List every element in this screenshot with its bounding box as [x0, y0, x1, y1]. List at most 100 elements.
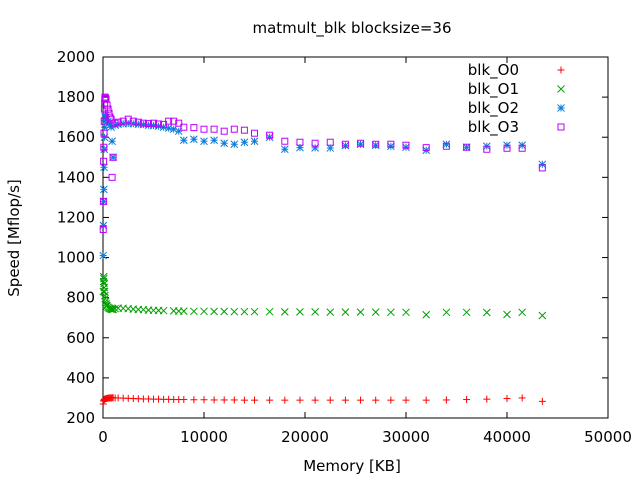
data-point: [170, 117, 178, 125]
data-point: [109, 305, 117, 314]
y-tick-label: 1600: [57, 128, 95, 146]
data-point: [518, 144, 526, 152]
data-point: [200, 125, 208, 133]
data-point: [240, 307, 249, 316]
data-point: [230, 396, 238, 404]
data-point: [538, 164, 546, 172]
data-point: [251, 129, 258, 137]
data-point: [250, 307, 259, 316]
data-point: [180, 396, 188, 404]
data-point: [442, 308, 451, 317]
data-point: [124, 115, 132, 123]
data-point: [100, 157, 108, 165]
data-point: [169, 125, 178, 134]
y-tick-label: 800: [66, 289, 95, 307]
data-point: [108, 173, 116, 181]
data-point: [101, 93, 109, 101]
data-point: [266, 131, 274, 139]
data-point: [266, 396, 274, 404]
y-tick-label: 600: [66, 329, 95, 347]
data-point: [119, 117, 127, 125]
data-point: [220, 396, 228, 404]
y-axis-ticks: 200 400 600 800 1000 1200 1400 1600 1800 2000: [57, 48, 608, 427]
data-point: [103, 101, 111, 109]
chart-title: matmult_blk blocksize=36: [252, 19, 451, 38]
data-point: [387, 396, 395, 404]
data-point: [463, 143, 471, 151]
data-point: [372, 140, 380, 148]
data-point: [462, 308, 471, 317]
data-point: [190, 396, 198, 404]
data-point: [462, 143, 471, 152]
data-point: [180, 123, 188, 131]
data-point: [107, 115, 115, 123]
data-point: [265, 307, 274, 316]
data-point: [114, 118, 122, 126]
data-point: [326, 138, 334, 146]
data-point: [200, 307, 208, 316]
data-point: [372, 396, 380, 404]
x-tick-label: 0: [98, 428, 108, 446]
data-point: [402, 396, 410, 404]
plot-border: [102, 56, 609, 419]
legend-label: blk_O3: [468, 118, 519, 137]
data-point: [200, 396, 208, 404]
data-point: [108, 305, 116, 314]
data-point: [139, 119, 147, 127]
data-point: [356, 308, 365, 316]
legend-marker: [557, 123, 565, 131]
data-point: [357, 396, 365, 404]
y-tick-label: 1800: [57, 88, 95, 106]
data-point: [190, 307, 198, 316]
data-point: [442, 396, 450, 404]
legend-label: blk_O2: [468, 99, 519, 118]
data-point: [150, 119, 157, 127]
data-point: [463, 396, 471, 404]
data-point: [518, 308, 527, 317]
data-point: [311, 396, 319, 404]
y-tick-label: 1200: [57, 208, 95, 226]
data-point: [240, 138, 249, 147]
y-tick-label: 2000: [57, 48, 95, 66]
data-point: [311, 143, 319, 152]
data-point: [326, 396, 334, 404]
data-point: [503, 395, 511, 403]
data-point: [179, 307, 188, 315]
data-point: [311, 139, 319, 147]
data-point: [518, 394, 526, 402]
data-point: [357, 139, 365, 147]
legend-marker: [557, 66, 565, 74]
data-point: [280, 308, 289, 316]
data-point: [190, 135, 198, 144]
data-point: [442, 142, 450, 150]
data-point: [422, 144, 430, 152]
data-point: [220, 139, 229, 148]
data-point: [538, 397, 546, 405]
data-point: [179, 136, 188, 145]
legend-marker: [557, 104, 565, 112]
data-point: [108, 137, 116, 146]
data-point: [100, 117, 108, 125]
legend-marker: [557, 85, 565, 93]
data-point: [106, 113, 114, 121]
data-point: [111, 304, 119, 313]
x-tick-label: 50000: [584, 428, 632, 446]
data-point: [230, 307, 239, 316]
data-point: [134, 118, 142, 126]
data-point: [296, 308, 304, 316]
series-blk-o0: [99, 394, 546, 408]
data-point: [483, 395, 491, 403]
data-point: [200, 137, 208, 146]
data-point: [341, 396, 349, 404]
data-point: [155, 120, 163, 128]
data-point: [402, 308, 410, 317]
data-point: [386, 308, 395, 317]
data-point: [104, 105, 112, 113]
data-point: [220, 127, 228, 135]
y-tick-label: 400: [66, 369, 95, 387]
y-tick-label: 1000: [57, 249, 95, 267]
data-point: [99, 272, 108, 281]
data-point: [210, 125, 218, 133]
data-point: [230, 125, 238, 133]
